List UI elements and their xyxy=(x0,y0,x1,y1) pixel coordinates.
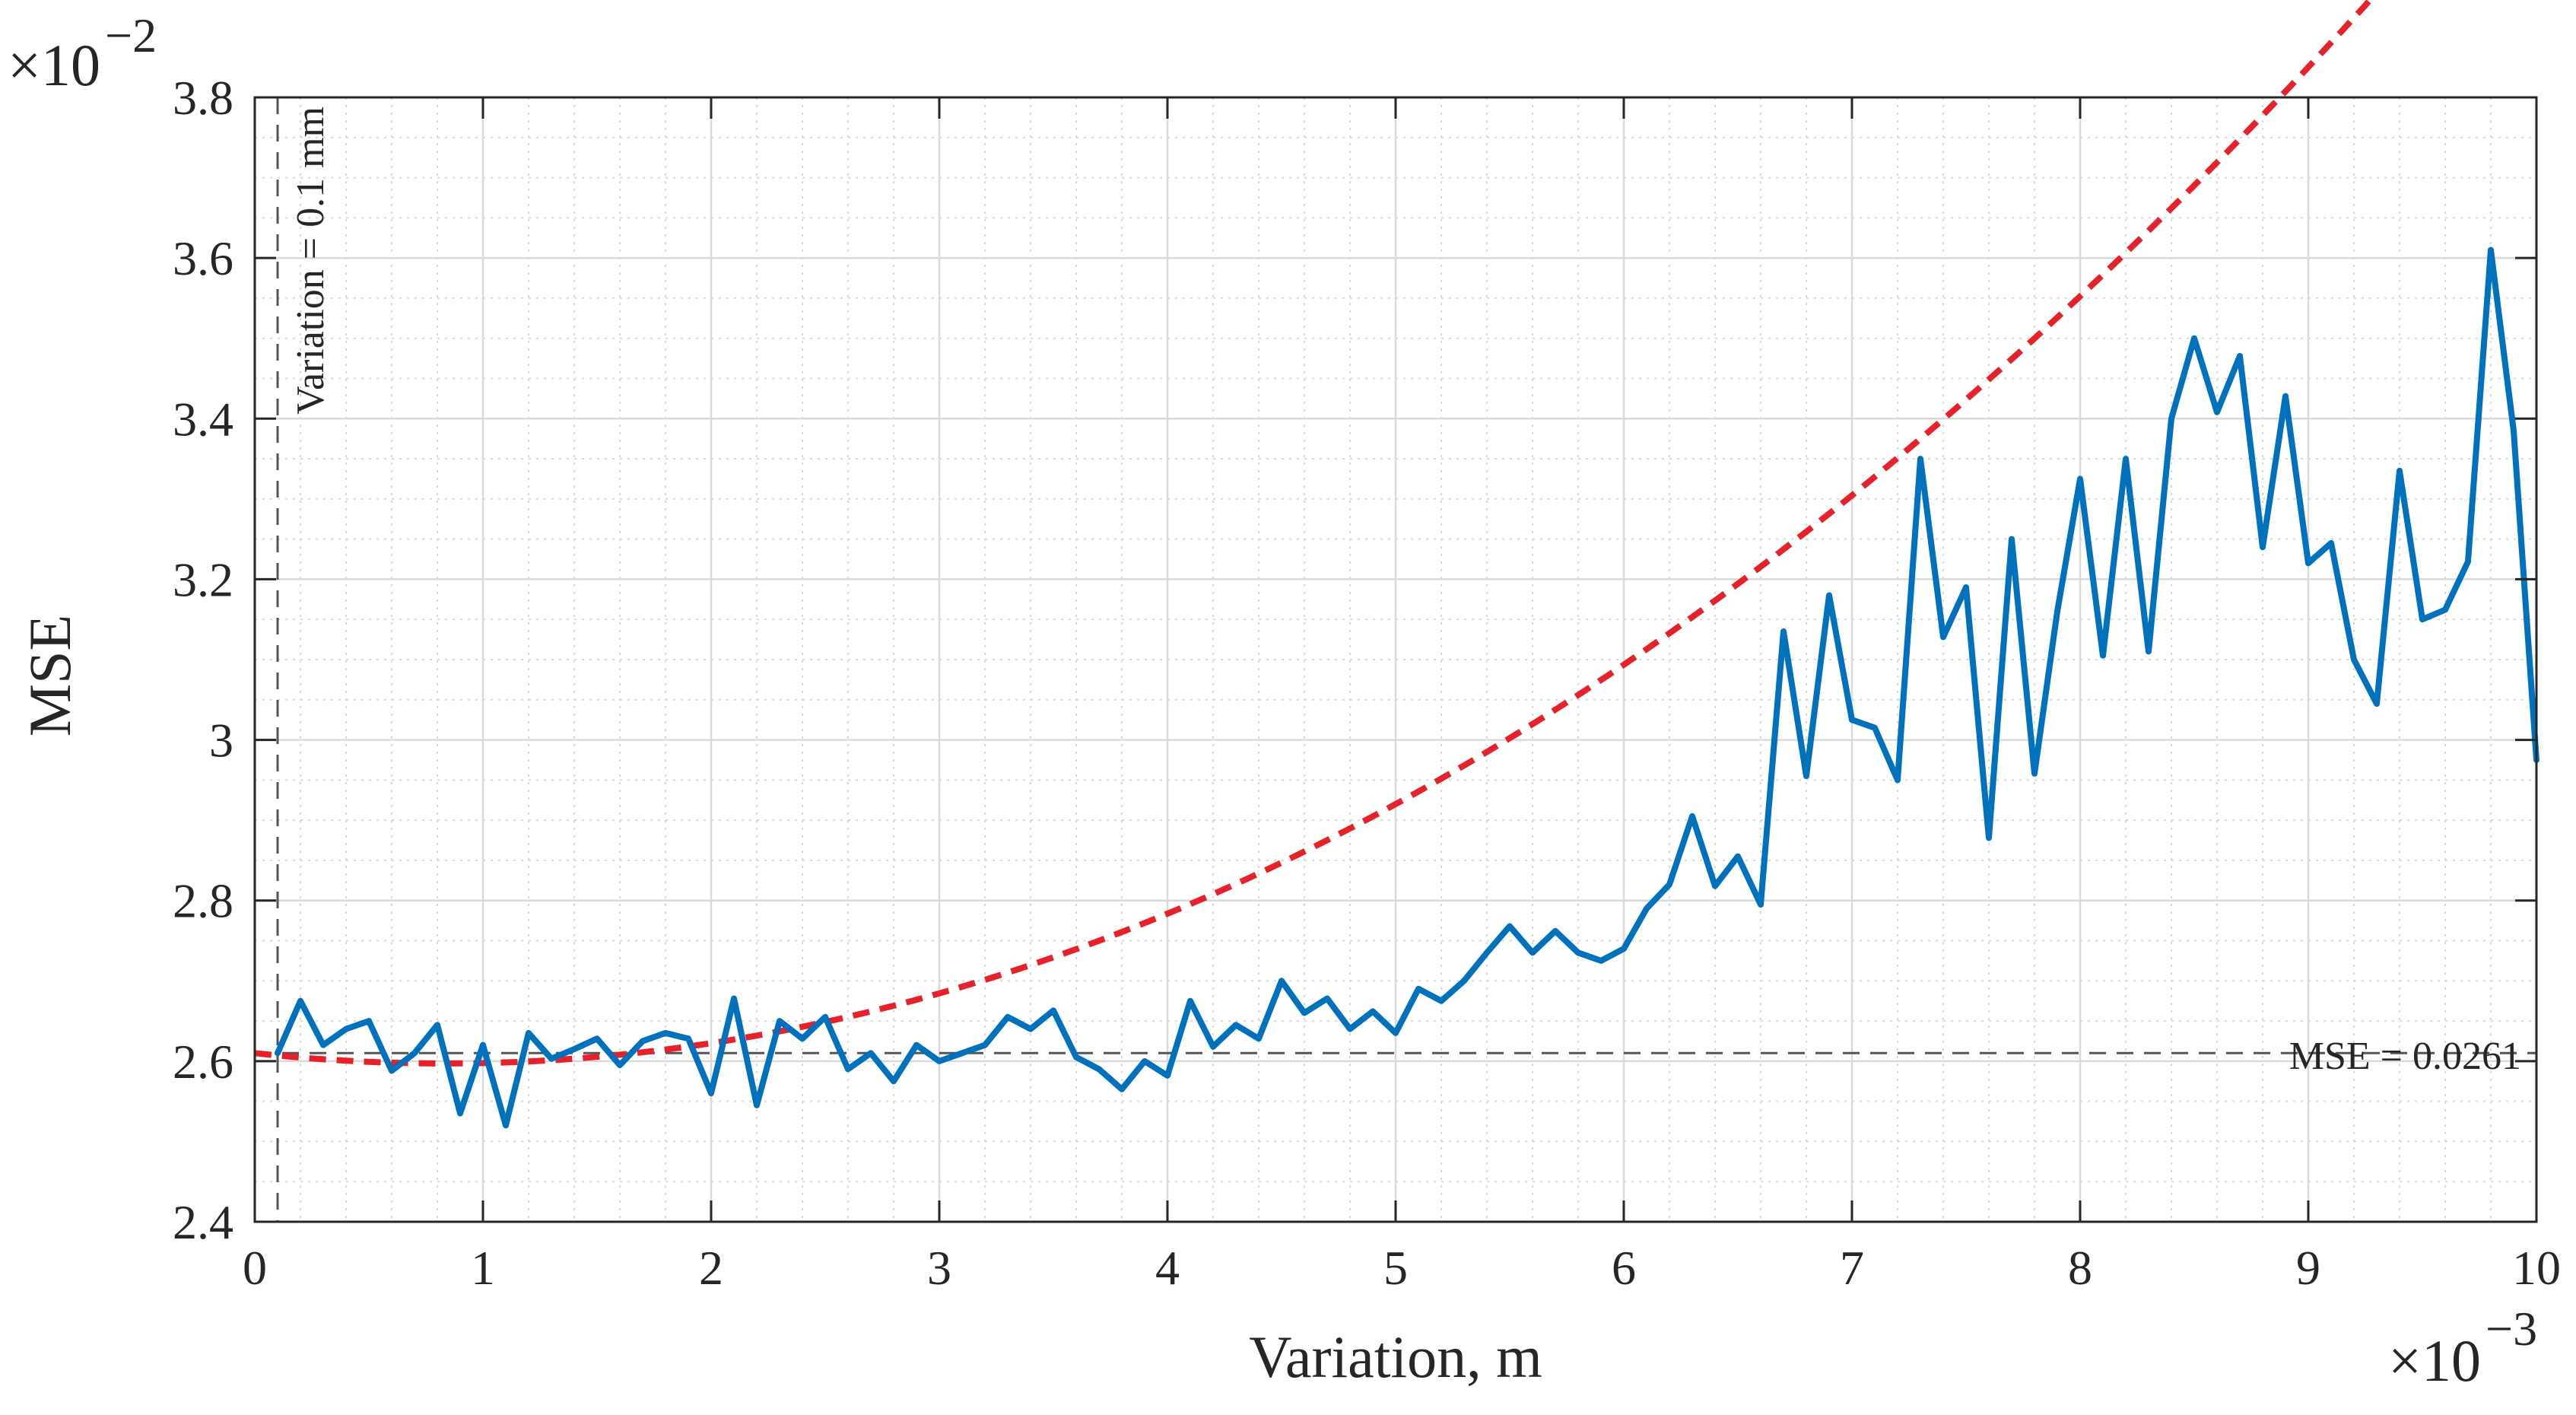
x-tick-label: 0 xyxy=(243,1241,267,1295)
mse-series-line xyxy=(275,246,2539,1129)
horizontal-reference-label: MSE = 0.0261 xyxy=(2289,1035,2521,1078)
series-layer xyxy=(275,246,2539,1129)
y-exponent-base: ×10 xyxy=(8,32,100,98)
x-tick-label: 6 xyxy=(1612,1241,1636,1295)
x-tick-label: 8 xyxy=(2068,1241,2092,1295)
y-tick-label: 2.6 xyxy=(173,1035,233,1089)
y-exponent: ×10 −2 xyxy=(8,8,157,98)
x-tick-label: 4 xyxy=(1155,1241,1180,1295)
tick-labels: 0 1 2 3 4 5 6 7 8 9 10 2.4 2.6 2.8 3 3.2 3.4 3.6 3.8 xyxy=(173,71,2561,1295)
x-exponent: ×10 −3 xyxy=(2388,1302,2537,1394)
x-tick-label: 1 xyxy=(471,1241,495,1295)
reference-lines xyxy=(255,97,2536,1222)
x-tick-label: 3 xyxy=(927,1241,951,1295)
x-tick-label: 5 xyxy=(1383,1241,1408,1295)
x-tick-label: 9 xyxy=(2296,1241,2320,1295)
y-tick-label: 3.8 xyxy=(173,71,233,125)
fit-layer xyxy=(254,0,2374,1067)
y-tick-label: 2.4 xyxy=(173,1195,233,1249)
x-tick-label: 2 xyxy=(699,1241,723,1295)
y-tick-label: 3.6 xyxy=(173,231,233,285)
fit-curve xyxy=(254,0,2374,1067)
x-tick-label: 7 xyxy=(1840,1241,1864,1295)
y-tick-label: 3.4 xyxy=(173,392,233,446)
x-exponent-base: ×10 xyxy=(2388,1328,2481,1394)
vertical-reference-label: Variation = 0.1 mm xyxy=(289,107,332,415)
x-axis-label: Variation, m xyxy=(1249,1324,1542,1390)
y-axis-label: MSE xyxy=(17,615,83,736)
y-tick-label: 2.8 xyxy=(173,874,233,928)
ticks-layer xyxy=(253,96,2538,1223)
y-tick-label: 3 xyxy=(209,714,233,768)
y-exponent-power: −2 xyxy=(105,8,157,62)
y-tick-label: 3.2 xyxy=(173,552,233,606)
x-tick-label: 10 xyxy=(2512,1241,2561,1295)
x-exponent-power: −3 xyxy=(2485,1302,2537,1356)
